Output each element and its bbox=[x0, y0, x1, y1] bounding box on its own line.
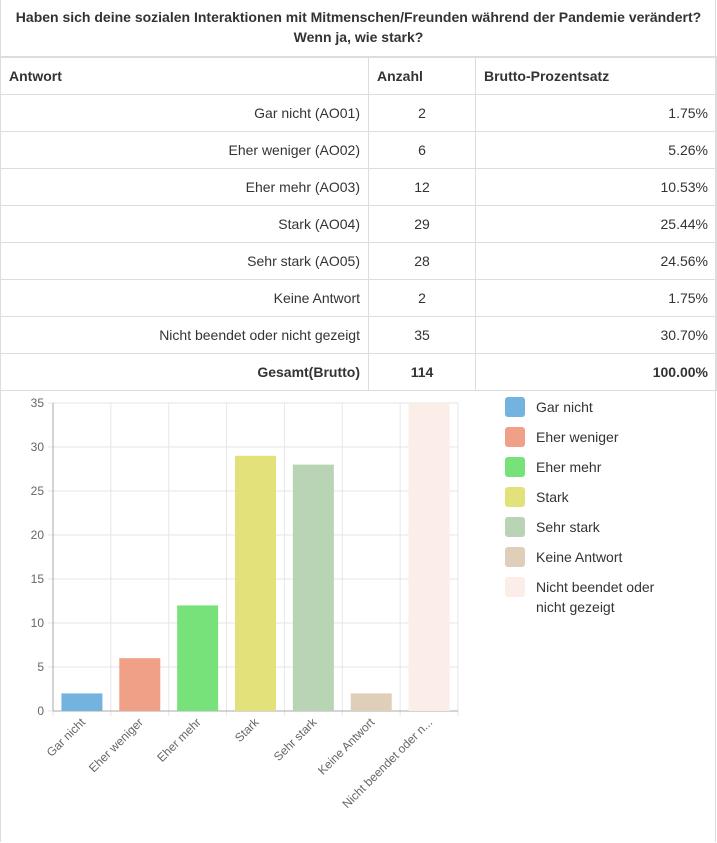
legend-swatch bbox=[505, 517, 525, 537]
results-table: Antwort Anzahl Brutto-Prozentsatz Gar ni… bbox=[0, 57, 717, 391]
legend-swatch bbox=[505, 397, 525, 417]
legend-item[interactable]: Stark bbox=[505, 487, 676, 507]
legend-item[interactable]: Gar nicht bbox=[505, 397, 676, 417]
legend-label: Sehr stark bbox=[536, 519, 600, 535]
table-row: Eher mehr (AO03) 12 10.53% bbox=[0, 168, 717, 206]
cell-answer: Gar nicht (AO01) bbox=[0, 94, 369, 132]
legend-swatch bbox=[505, 427, 525, 447]
cell-answer: Eher weniger (AO02) bbox=[0, 131, 369, 169]
legend-swatch bbox=[505, 577, 525, 597]
bar bbox=[350, 693, 392, 711]
legend-swatch bbox=[505, 547, 525, 567]
table-row: Keine Antwort 2 1.75% bbox=[0, 279, 717, 317]
cell-answer: Eher mehr (AO03) bbox=[0, 168, 369, 206]
cell-percent: 30.70% bbox=[475, 316, 717, 354]
legend-label: Nicht beendet oder nicht gezeigt bbox=[536, 579, 655, 615]
y-tick-label: 10 bbox=[31, 616, 45, 630]
table-row: Stark (AO04) 29 25.44% bbox=[0, 205, 717, 243]
legend-item[interactable]: Sehr stark bbox=[505, 517, 676, 537]
legend-label: Keine Antwort bbox=[536, 549, 623, 565]
cell-count: 6 bbox=[368, 131, 476, 169]
legend-item[interactable]: Eher mehr bbox=[505, 457, 676, 477]
cell-percent: 25.44% bbox=[475, 205, 717, 243]
bar bbox=[119, 658, 161, 711]
total-label: Gesamt(Brutto) bbox=[0, 353, 369, 391]
bar bbox=[292, 464, 334, 711]
cell-answer: Sehr stark (AO05) bbox=[0, 242, 369, 280]
y-tick-label: 25 bbox=[31, 484, 45, 498]
x-tick-label: Eher mehr bbox=[154, 715, 204, 765]
bar bbox=[235, 455, 276, 711]
cell-percent: 24.56% bbox=[475, 242, 717, 280]
cell-percent: 1.75% bbox=[475, 279, 717, 317]
legend-label: Eher mehr bbox=[536, 459, 602, 475]
header-count: Anzahl bbox=[368, 57, 476, 95]
cell-answer: Stark (AO04) bbox=[0, 205, 369, 243]
legend-item[interactable]: Keine Antwort bbox=[505, 547, 676, 567]
y-tick-label: 20 bbox=[31, 528, 45, 542]
header-answer: Antwort bbox=[0, 57, 369, 95]
x-tick-label: Sehr stark bbox=[271, 715, 320, 764]
legend-label: Gar nicht bbox=[536, 399, 593, 415]
cell-percent: 5.26% bbox=[475, 131, 717, 169]
cell-count: 2 bbox=[368, 279, 476, 317]
y-tick-label: 30 bbox=[31, 440, 45, 454]
cell-count: 28 bbox=[368, 242, 476, 280]
total-percent: 100.00% bbox=[475, 353, 717, 391]
table-row: Sehr stark (AO05) 28 24.56% bbox=[0, 242, 717, 280]
chart-legend: Gar nicht Eher weniger Eher mehr Stark Sehr … bbox=[505, 397, 676, 627]
table-row: Gar nicht (AO01) 2 1.75% bbox=[0, 94, 717, 132]
legend-label: Stark bbox=[536, 489, 569, 505]
cell-count: 29 bbox=[368, 205, 476, 243]
x-tick-label: Eher weniger bbox=[86, 715, 146, 775]
table-row: Nicht beendet oder nicht gezeigt 35 30.7… bbox=[0, 316, 717, 354]
cell-count: 2 bbox=[368, 94, 476, 132]
cell-answer: Nicht beendet oder nicht gezeigt bbox=[0, 316, 369, 354]
legend-swatch bbox=[505, 457, 525, 477]
y-tick-label: 0 bbox=[37, 704, 44, 718]
bar bbox=[408, 403, 450, 711]
question-line-1: Haben sich deine sozialen Interaktionen … bbox=[15, 9, 702, 25]
header-percent: Brutto-Prozentsatz bbox=[475, 57, 717, 95]
legend-item[interactable]: Nicht beendet oder nicht gezeigt bbox=[505, 577, 676, 617]
cell-percent: 1.75% bbox=[475, 94, 717, 132]
bar bbox=[61, 693, 103, 711]
x-tick-label: Gar nicht bbox=[44, 715, 89, 760]
y-tick-label: 5 bbox=[37, 660, 44, 674]
legend-item[interactable]: Eher weniger bbox=[505, 427, 676, 447]
y-tick-label: 15 bbox=[31, 572, 45, 586]
x-tick-label: Keine Antwort bbox=[315, 715, 378, 778]
cell-answer: Keine Antwort bbox=[0, 279, 369, 317]
cell-percent: 10.53% bbox=[475, 168, 717, 206]
question-line-2: Wenn ja, wie stark? bbox=[293, 29, 424, 45]
table-total-row: Gesamt(Brutto) 114 100.00% bbox=[0, 353, 717, 391]
legend-label: Eher weniger bbox=[536, 429, 619, 445]
y-tick-label: 35 bbox=[31, 396, 45, 410]
total-count: 114 bbox=[368, 353, 476, 391]
table-header-row: Antwort Anzahl Brutto-Prozentsatz bbox=[0, 57, 717, 95]
legend-swatch bbox=[505, 487, 525, 507]
x-tick-label: Stark bbox=[232, 715, 262, 745]
cell-count: 12 bbox=[368, 168, 476, 206]
cell-count: 35 bbox=[368, 316, 476, 354]
question-title: Haben sich deine sozialen Interaktionen … bbox=[0, 0, 717, 57]
table-row: Eher weniger (AO02) 6 5.26% bbox=[0, 131, 717, 169]
bar bbox=[177, 605, 219, 711]
